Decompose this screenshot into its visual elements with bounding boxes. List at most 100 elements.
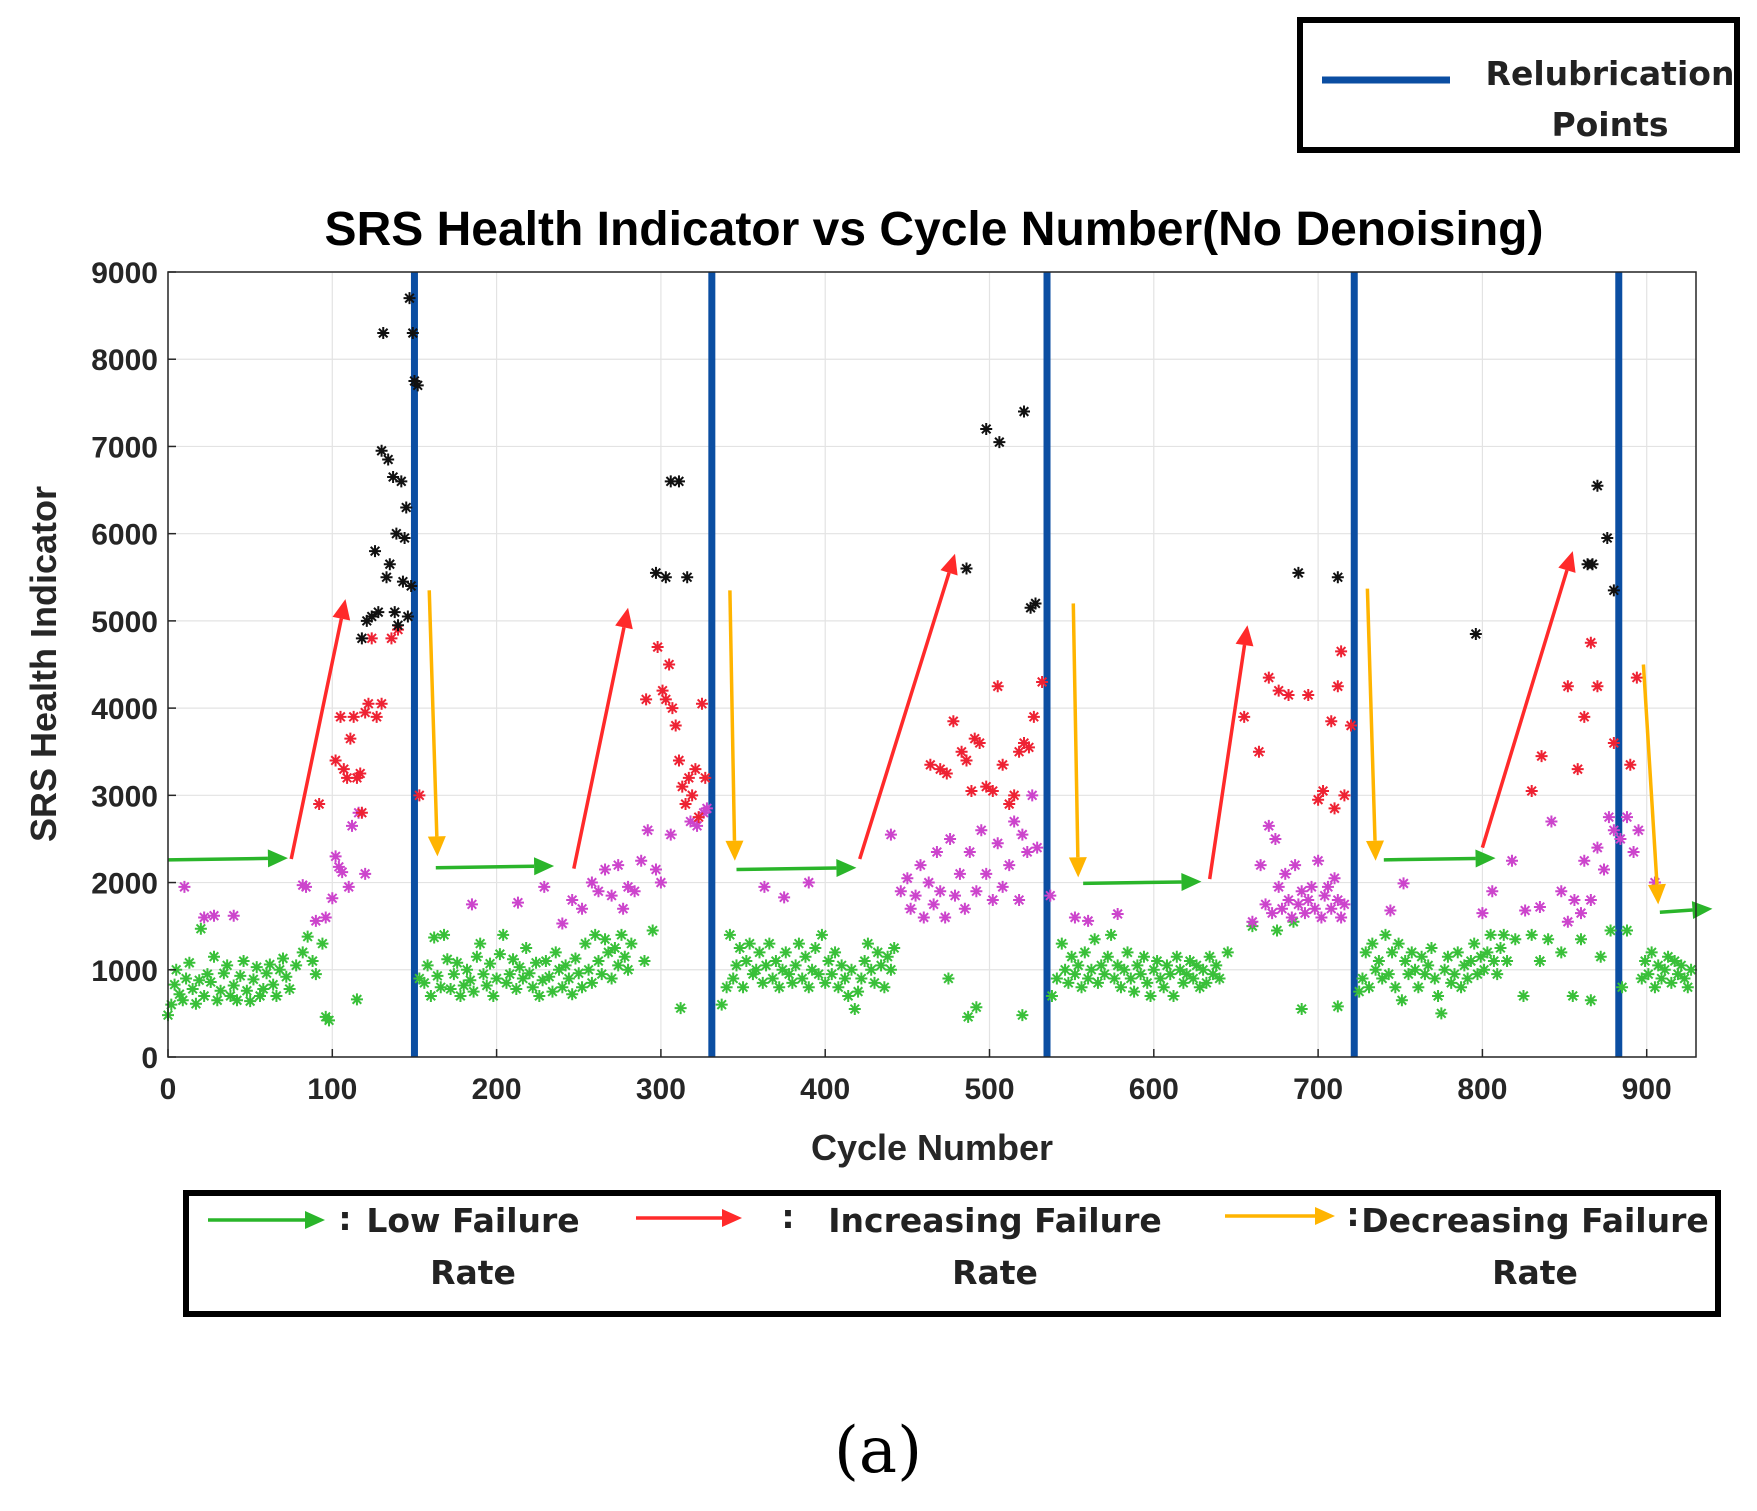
data-point — [413, 789, 426, 802]
data-point — [901, 872, 914, 885]
data-point — [1203, 950, 1216, 963]
data-point — [1648, 981, 1661, 994]
decreasing-failure-arrow — [1365, 588, 1385, 861]
data-point — [1389, 981, 1402, 994]
data-point — [1561, 915, 1574, 928]
data-point — [622, 963, 635, 976]
data-point — [1151, 955, 1164, 968]
data-point — [955, 745, 968, 758]
data-point — [625, 937, 638, 950]
data-point — [1658, 963, 1671, 976]
data-point — [254, 989, 267, 1002]
increasing-failure-arrow — [858, 553, 958, 860]
data-point — [309, 914, 322, 927]
y-tick-label: 8000 — [91, 344, 158, 377]
data-point — [1648, 876, 1661, 889]
legend-arrow-decreasing-failure-rate — [1225, 1207, 1335, 1225]
data-point — [1036, 675, 1049, 688]
data-point — [1088, 933, 1101, 946]
data-point — [526, 981, 539, 994]
data-point — [649, 566, 662, 579]
data-point — [822, 955, 835, 968]
data-point — [1016, 1009, 1029, 1022]
data-point — [334, 710, 347, 723]
data-point — [1533, 900, 1546, 913]
data-point — [1016, 828, 1029, 841]
data-point — [1282, 689, 1295, 702]
data-point — [871, 946, 884, 959]
data-point — [1262, 671, 1275, 684]
data-point — [612, 959, 625, 972]
data-point — [1639, 955, 1652, 968]
x-tick-label: 0 — [160, 1073, 177, 1106]
data-point — [1519, 904, 1532, 917]
data-point — [1131, 959, 1144, 972]
data-point — [1101, 950, 1114, 963]
data-point — [679, 798, 692, 811]
data-point — [1402, 968, 1415, 981]
data-point — [691, 819, 704, 832]
y-tick-label: 9000 — [91, 257, 158, 290]
data-point — [562, 972, 575, 985]
data-point — [723, 928, 736, 941]
data-point — [1571, 763, 1584, 776]
data-point — [1003, 859, 1016, 872]
data-point — [536, 974, 549, 987]
data-point — [329, 850, 342, 863]
data-point — [1124, 972, 1137, 985]
data-point — [1665, 976, 1678, 989]
data-point — [1180, 968, 1193, 981]
x-tick-label: 100 — [307, 1073, 357, 1106]
data-point — [424, 989, 437, 1002]
data-point — [1272, 880, 1285, 893]
data-point — [428, 931, 441, 944]
data-point — [1635, 972, 1648, 985]
increasing-failure-arrow — [1480, 551, 1576, 849]
data-point — [1292, 566, 1305, 579]
data-point — [204, 975, 217, 988]
data-point — [1221, 946, 1234, 959]
data-point — [1578, 854, 1591, 867]
data-point — [382, 453, 395, 466]
data-point — [300, 880, 313, 893]
data-point — [530, 956, 543, 969]
data-point — [1331, 1000, 1344, 1013]
x-tick-label: 200 — [472, 1073, 522, 1106]
data-point — [1630, 671, 1643, 684]
data-point — [640, 693, 653, 706]
data-point — [855, 972, 868, 985]
legend-label-line1: Decreasing Failure — [1361, 1201, 1708, 1240]
data-point — [1685, 963, 1698, 976]
data-point — [599, 863, 612, 876]
data-point — [605, 972, 618, 985]
data-point — [316, 937, 329, 950]
data-point — [400, 501, 413, 514]
data-point — [538, 880, 551, 893]
relubrication-lines — [410, 272, 1623, 1057]
data-point — [1652, 959, 1665, 972]
data-point — [884, 828, 897, 841]
data-point — [659, 571, 672, 584]
data-point — [559, 959, 572, 972]
data-point — [845, 963, 858, 976]
data-point — [319, 911, 332, 924]
data-point — [740, 955, 753, 968]
top-legend-label-line1: Relubrication — [1486, 54, 1735, 93]
data-point — [1607, 824, 1620, 837]
legend-label-line1: Increasing Failure — [828, 1201, 1161, 1240]
data-point — [244, 995, 257, 1008]
data-point — [970, 885, 983, 898]
data-point — [656, 684, 669, 697]
data-point — [267, 978, 280, 991]
data-point — [674, 1002, 687, 1015]
data-point — [1464, 955, 1477, 968]
data-point — [1206, 968, 1219, 981]
data-point — [500, 976, 513, 989]
data-point — [1497, 928, 1510, 941]
data-point — [208, 950, 221, 963]
data-point — [1458, 959, 1471, 972]
data-point — [595, 968, 608, 981]
data-point — [260, 967, 273, 980]
data-point — [1295, 885, 1308, 898]
x-tick-label: 600 — [1129, 1073, 1179, 1106]
